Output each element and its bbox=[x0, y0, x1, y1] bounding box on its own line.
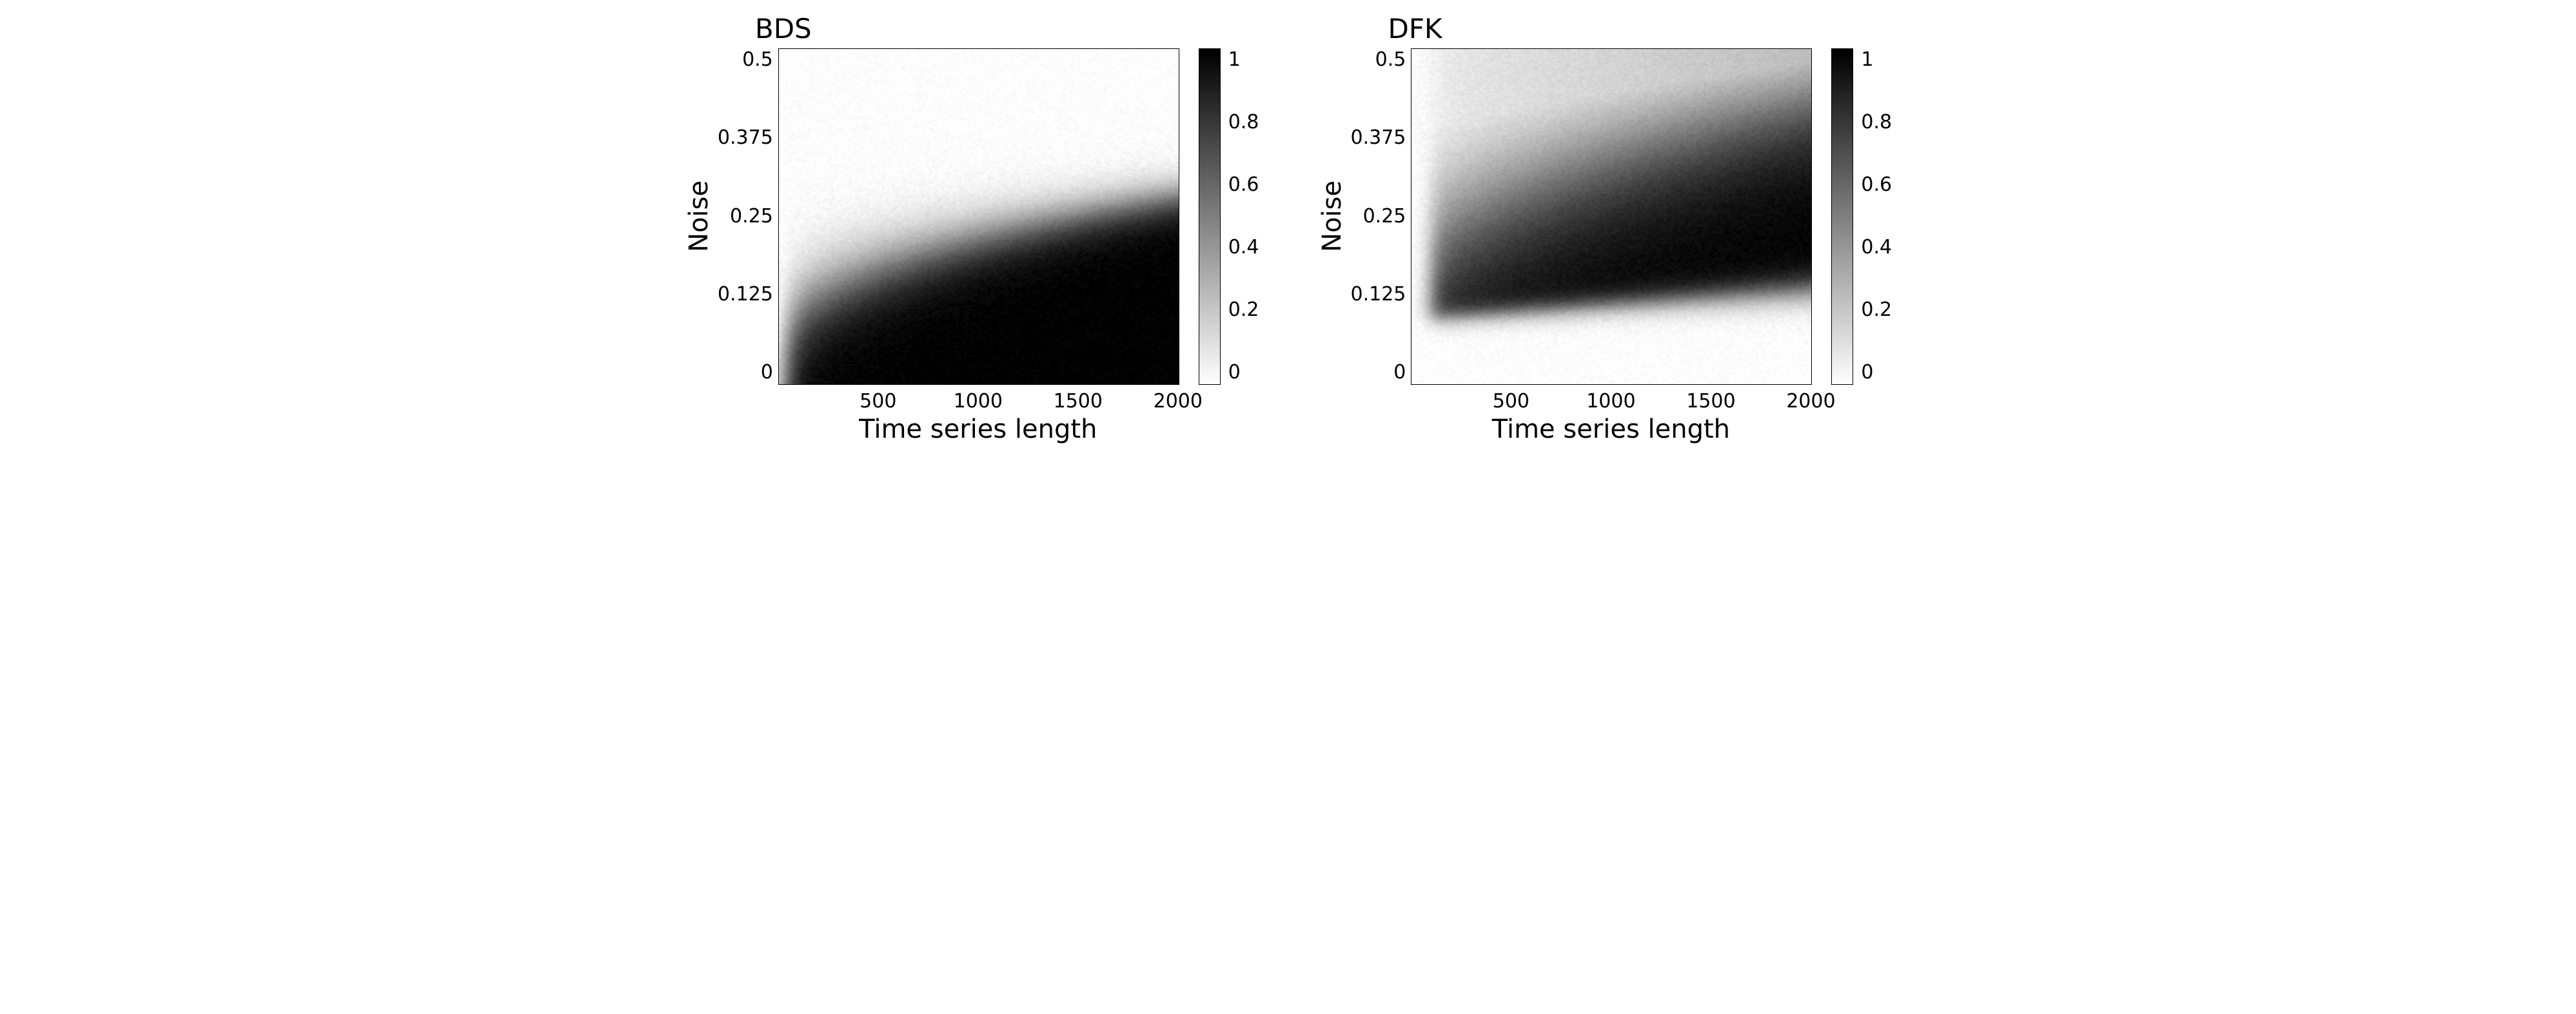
ytick: 0 bbox=[1393, 361, 1406, 384]
cbar-tick: 0.4 bbox=[1228, 236, 1259, 258]
cbar-tick: 0.8 bbox=[1228, 111, 1259, 133]
ytick: 0.125 bbox=[1351, 283, 1406, 306]
xtick: 1500 bbox=[1054, 390, 1103, 413]
xtick: 1000 bbox=[1586, 390, 1635, 413]
colorbar-ticks: 1 0.8 0.6 0.4 0.2 0 bbox=[1853, 48, 1892, 384]
cbar-tick: 0.6 bbox=[1228, 173, 1259, 196]
ytick: 0 bbox=[761, 361, 773, 384]
plot-row: Noise 0.5 0.375 0.25 0.125 0 500 1000 15… bbox=[1317, 48, 1893, 444]
y-axis-ticks: 0.5 0.375 0.25 0.125 0 bbox=[1351, 48, 1411, 384]
panel-title: BDS bbox=[755, 13, 1259, 44]
colorbar: 1 0.8 0.6 0.4 0.2 0 bbox=[1199, 48, 1259, 384]
x-axis-ticks: 500 1000 1500 2000 bbox=[1411, 390, 1811, 412]
heatmap bbox=[1411, 48, 1812, 385]
y-axis-ticks: 0.5 0.375 0.25 0.125 0 bbox=[718, 48, 778, 384]
ytick: 0.375 bbox=[1351, 126, 1406, 149]
panel-title: DFK bbox=[1388, 13, 1893, 44]
xtick: 2000 bbox=[1786, 390, 1835, 413]
figure: BDS Noise 0.5 0.375 0.25 0.125 0 500 1 0 0 bbox=[13, 13, 2563, 444]
x-axis-ticks: 500 1000 1500 2000 bbox=[778, 390, 1178, 412]
plot-row: Noise 0.5 0.375 0.25 0.125 0 500 1000 15… bbox=[684, 48, 1259, 444]
y-axis-label: Noise bbox=[684, 180, 714, 252]
xtick: 500 bbox=[860, 390, 896, 413]
cbar-tick: 0.8 bbox=[1861, 111, 1892, 133]
ytick: 0.125 bbox=[718, 283, 773, 306]
cbar-tick: 0.4 bbox=[1861, 236, 1892, 258]
panel-dfk: DFK Noise 0.5 0.375 0.25 0.125 0 500 1 0 0 bbox=[1317, 13, 1893, 444]
heatmap-wrap: 500 1000 1500 2000 Time series length bbox=[1411, 48, 1812, 444]
cbar-tick: 1 bbox=[1228, 48, 1259, 71]
y-axis: Noise 0.5 0.375 0.25 0.125 0 bbox=[1317, 48, 1411, 384]
ytick: 0.25 bbox=[730, 205, 773, 228]
heatmap-canvas bbox=[779, 49, 1179, 384]
heatmap bbox=[778, 48, 1179, 385]
colorbar-canvas bbox=[1199, 48, 1221, 385]
ytick: 0.375 bbox=[718, 126, 773, 149]
cbar-tick: 0 bbox=[1228, 361, 1259, 384]
heatmap-canvas bbox=[1411, 49, 1811, 384]
x-axis-label: Time series length bbox=[778, 414, 1178, 444]
ytick: 0.5 bbox=[1375, 48, 1406, 71]
ytick: 0.5 bbox=[742, 48, 773, 71]
panel-bds: BDS Noise 0.5 0.375 0.25 0.125 0 500 1 0 0 bbox=[684, 13, 1259, 444]
colorbar: 1 0.8 0.6 0.4 0.2 0 bbox=[1831, 48, 1892, 384]
cbar-tick: 1 bbox=[1861, 48, 1892, 71]
xtick: 1500 bbox=[1686, 390, 1735, 413]
colorbar-canvas bbox=[1831, 48, 1853, 385]
colorbar-ticks: 1 0.8 0.6 0.4 0.2 0 bbox=[1221, 48, 1259, 384]
xtick: 2000 bbox=[1154, 390, 1203, 413]
heatmap-wrap: 500 1000 1500 2000 Time series length bbox=[778, 48, 1179, 444]
xtick: 500 bbox=[1493, 390, 1529, 413]
cbar-tick: 0.2 bbox=[1861, 298, 1892, 321]
xtick: 1000 bbox=[954, 390, 1003, 413]
cbar-tick: 0.2 bbox=[1228, 298, 1259, 321]
y-axis-label: Noise bbox=[1317, 180, 1347, 252]
ytick: 0.25 bbox=[1363, 205, 1406, 228]
x-axis-label: Time series length bbox=[1411, 414, 1811, 444]
y-axis: Noise 0.5 0.375 0.25 0.125 0 bbox=[684, 48, 778, 384]
cbar-tick: 0 bbox=[1861, 361, 1892, 384]
cbar-tick: 0.6 bbox=[1861, 173, 1892, 196]
